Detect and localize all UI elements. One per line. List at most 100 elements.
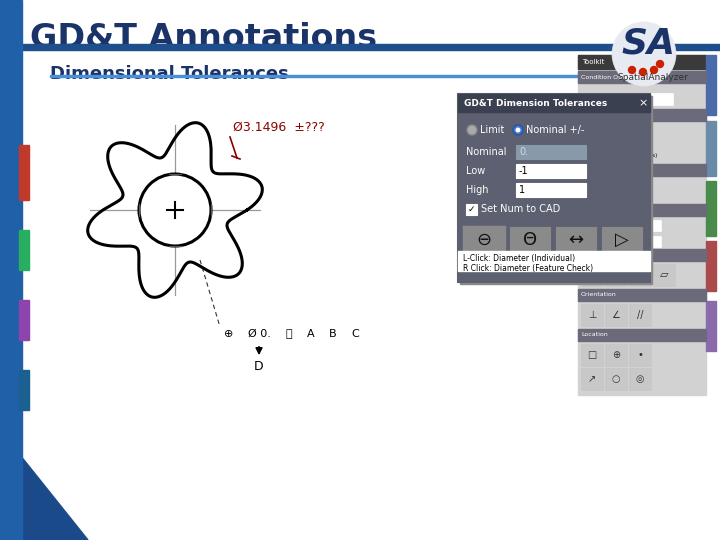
Text: Cutout: Cutout (581, 240, 599, 245)
Text: Set Num to CAD: Set Num to CAD (481, 204, 560, 214)
Bar (516, 164, 586, 178)
Bar (578, 329, 706, 341)
Bar (629, 304, 651, 326)
Text: B: B (329, 329, 337, 339)
Circle shape (139, 174, 211, 246)
Bar (50, 75, 590, 77)
Text: C: C (351, 329, 359, 339)
Bar (556, 227, 596, 253)
Text: ⊥: ⊥ (588, 310, 596, 320)
Text: 0.5: 0.5 (619, 223, 630, 229)
Circle shape (516, 127, 521, 132)
Text: Ⓜ: Ⓜ (286, 329, 292, 339)
Text: 3bc: 3bc (619, 239, 631, 245)
Text: Dimensional Tolerances: Dimensional Tolerances (50, 65, 289, 83)
Bar (706, 301, 716, 351)
Text: Datums: Datums (581, 167, 606, 172)
Bar (458, 94, 650, 112)
Text: 1: 1 (519, 185, 525, 195)
Text: A: A (307, 329, 315, 339)
Bar (322, 324, 344, 344)
Bar (578, 204, 706, 216)
Bar (706, 55, 716, 115)
Bar (0, 0, 22, 540)
Circle shape (612, 22, 676, 86)
Text: Toolkit: Toolkit (582, 59, 604, 65)
Polygon shape (0, 430, 88, 540)
Circle shape (639, 69, 647, 76)
Bar (464, 227, 504, 253)
Text: ↔: ↔ (568, 231, 584, 249)
Text: Condition Options: Condition Options (581, 75, 637, 79)
Bar (706, 181, 716, 236)
Text: Feature Type: Feature Type (581, 112, 621, 118)
Bar (605, 264, 627, 286)
Bar (706, 241, 716, 291)
Circle shape (629, 66, 636, 73)
Circle shape (513, 125, 523, 135)
Bar (19, 145, 29, 200)
Text: ◎: ◎ (636, 374, 644, 384)
Text: View: View (581, 96, 596, 100)
Bar (578, 249, 706, 261)
Text: 0.: 0. (519, 147, 528, 157)
Text: ○: ○ (587, 270, 597, 280)
Bar (466, 204, 477, 215)
Text: Low: Low (466, 166, 485, 176)
Text: -1: -1 (519, 166, 528, 176)
Bar (578, 164, 706, 176)
Text: GD&T Annotations: GD&T Annotations (30, 22, 377, 55)
Text: //: // (636, 310, 643, 320)
Bar (578, 109, 706, 121)
Bar (629, 368, 651, 390)
Bar (605, 368, 627, 390)
Text: ×: × (639, 98, 648, 108)
Text: ↗: ↗ (588, 374, 596, 384)
Circle shape (582, 141, 588, 147)
Text: R Click: Diameter (Feature Check): R Click: Diameter (Feature Check) (463, 265, 593, 273)
Text: Orientation: Orientation (581, 293, 617, 298)
Text: ⊕: ⊕ (225, 329, 234, 339)
Bar (19, 300, 29, 340)
Bar (581, 344, 603, 366)
Bar (516, 145, 586, 159)
Text: Feature Checks: Feature Checks (581, 207, 629, 213)
Text: ○: ○ (612, 374, 620, 384)
Bar (344, 324, 366, 344)
Bar (458, 94, 650, 282)
Circle shape (467, 125, 477, 135)
Bar (605, 304, 627, 326)
Text: Θ: Θ (523, 231, 537, 249)
Text: Nominal: Nominal (466, 147, 506, 157)
Text: □: □ (588, 350, 597, 360)
Text: ⊙: ⊙ (611, 184, 621, 197)
Bar (578, 55, 706, 69)
Text: F: F (588, 184, 595, 197)
Bar (460, 96, 652, 284)
Bar (247, 358, 271, 376)
Text: Limit: Limit (480, 125, 505, 135)
Bar (605, 179, 627, 201)
Text: Ø 0.: Ø 0. (248, 329, 271, 339)
Text: —: — (634, 270, 646, 280)
Text: SA Objects (fit to points): SA Objects (fit to points) (590, 153, 657, 159)
Text: ∠: ∠ (611, 310, 621, 320)
Text: CAC Pieces: CAC Pieces (590, 130, 620, 134)
Bar (578, 55, 706, 395)
Bar (616, 220, 661, 231)
Text: ⊕: ⊕ (612, 350, 620, 360)
Text: ✓: ✓ (467, 205, 474, 213)
Polygon shape (88, 123, 262, 298)
Text: D: D (254, 361, 264, 374)
Bar (581, 304, 603, 326)
Bar (629, 264, 651, 286)
Bar (581, 179, 603, 201)
Bar (598, 93, 673, 105)
Bar (602, 227, 642, 253)
Bar (218, 324, 240, 344)
Text: •: • (637, 350, 643, 360)
Text: SpatialAnalyzer: SpatialAnalyzer (617, 73, 688, 83)
Text: ⊖: ⊖ (477, 231, 492, 249)
Text: Ø3.1496  ±???: Ø3.1496 ±??? (233, 121, 325, 134)
Text: L-Click: Diameter (Individual): L-Click: Diameter (Individual) (463, 254, 575, 264)
